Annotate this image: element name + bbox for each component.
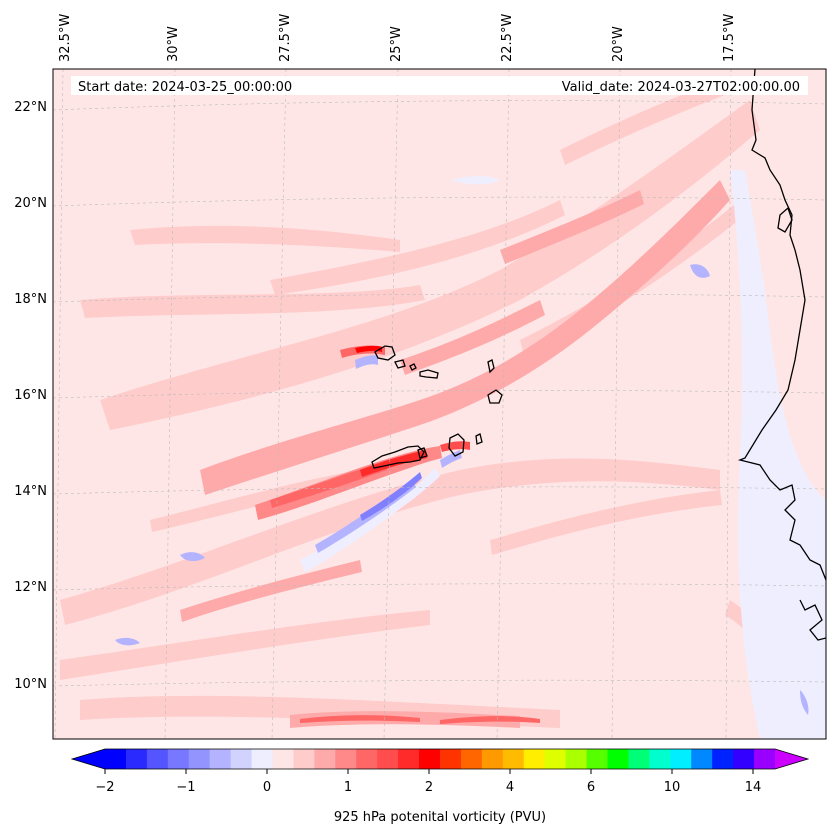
header-box [71, 76, 808, 95]
island-santiago [448, 433, 465, 457]
colorbar-cell [293, 749, 315, 769]
colorbar-tick-label: 4 [506, 780, 514, 795]
africa-coastline-south [799, 599, 826, 641]
lat-label: 16°N [14, 388, 47, 403]
colorbar-extend-low [72, 749, 105, 769]
colorbar-cell [230, 749, 253, 769]
lat-label: 10°N [14, 677, 47, 692]
lat-label: 20°N [14, 196, 47, 211]
latitude-labels: 22°N 20°N 18°N 16°N 14°N 12°N 10°N [14, 100, 47, 692]
lat-label: 14°N [14, 484, 47, 499]
valid-date: Valid_date: 2024-03-27T02:00:00.00 [562, 80, 800, 95]
colorbar-cell [167, 749, 190, 769]
colorbar-tick-label: 14 [745, 780, 762, 795]
island-sao-vicente [394, 359, 406, 369]
colorbar-cell [209, 749, 232, 769]
colorbar-cell [272, 749, 294, 769]
lon-label: 30°W [166, 26, 181, 62]
colorbar-cell [335, 749, 357, 769]
colorbar-label: 925 hPa potenital vorticity (PVU) [334, 810, 546, 825]
colorbar-cell [586, 749, 608, 769]
colorbar-cell [502, 749, 525, 769]
colorbar: −2 −1 0 1 2 4 6 10 14 925 hPa potenital … [70, 748, 810, 825]
island-maio [475, 433, 483, 445]
africa-coastline [737, 69, 826, 581]
colorbar-tick-label: 6 [587, 780, 595, 795]
colorbar-tick-label: −2 [95, 780, 114, 795]
lon-label: 20°W [611, 26, 626, 62]
colorbar-cell [565, 749, 588, 769]
lon-label: 17.5°W [722, 14, 737, 62]
colorbar-cell [419, 749, 441, 769]
lon-label: 25°W [389, 26, 404, 62]
colorbar-cell [691, 749, 713, 769]
colorbar-cell [125, 749, 148, 769]
colorbar-cell [377, 749, 399, 769]
colorbar-cell [356, 749, 378, 769]
island-brava [417, 447, 428, 459]
canary-coast-bump [777, 206, 793, 233]
colorbar-cell [251, 749, 273, 769]
island-sao-nicolau [419, 369, 439, 379]
lon-label: 32.5°W [58, 14, 73, 62]
lon-label: 22.5°W [500, 14, 515, 62]
negative-regions [115, 170, 826, 739]
colorbar-cell [523, 749, 546, 769]
colorbar-tick-label: 2 [425, 780, 433, 795]
colorbar-extend-high [775, 749, 808, 769]
island-santa-luzia [409, 363, 417, 371]
colorbar-cell [649, 749, 671, 769]
map-frame [52, 68, 827, 740]
colorbar-cell [754, 749, 776, 769]
start-date: Start date: 2024-03-25_00:00:00 [78, 80, 292, 95]
colorbar-tick-label: 1 [344, 780, 352, 795]
colorbar-cell [733, 749, 755, 769]
longitude-labels: 32.5°W 30°W 27.5°W 25°W 22.5°W 20°W 17.5… [58, 14, 737, 62]
colorbar-cell [670, 749, 692, 769]
colorbar-cell [440, 749, 462, 769]
colorbar-tick-label: −1 [176, 780, 195, 795]
colorbar-cell [481, 749, 504, 769]
colorbar-cell [188, 749, 211, 769]
colorbar-cell [460, 749, 483, 769]
island-sal [487, 359, 495, 374]
colorbar-cell [314, 749, 336, 769]
lat-label: 22°N [14, 100, 47, 115]
lat-label: 12°N [14, 580, 47, 595]
colorbar-cell [146, 749, 169, 769]
pv-field [53, 69, 826, 739]
lat-label: 18°N [14, 292, 47, 307]
island-fogo [371, 445, 425, 469]
colorbar-tick-label: 10 [664, 780, 681, 795]
colorbar-cell [607, 749, 629, 769]
island-boa-vista [487, 389, 503, 404]
colorbar-cell [105, 749, 127, 769]
lon-label: 27.5°W [278, 14, 293, 62]
island-santo-antao [374, 345, 396, 361]
colorbar-cell [628, 749, 650, 769]
colorbar-tick-label: 0 [263, 780, 271, 795]
colorbar-cell [712, 749, 734, 769]
graticule [53, 69, 826, 739]
colorbar-cell [544, 749, 567, 769]
colorbar-cell [398, 749, 420, 769]
coastlines [371, 69, 826, 641]
